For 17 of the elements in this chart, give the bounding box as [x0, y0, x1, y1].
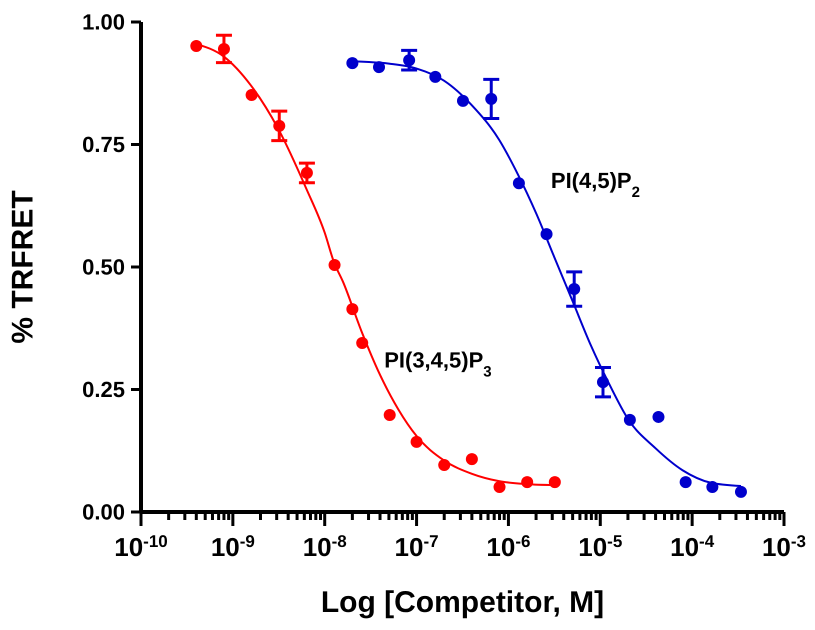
x-tick-label: 10$^{-4}$	[670, 532, 715, 562]
y-tick-label: 0.50	[82, 254, 125, 280]
x-tick-label: 10$^{-10}$	[114, 532, 168, 562]
series-label: PI(3,4,5)P$_{3}$	[384, 348, 492, 380]
series-label: PI(4,5)P$_{2}$	[550, 168, 640, 200]
x-tick-label: 10$^{-9}$	[210, 532, 255, 562]
x-tick-label: 10$^{-6}$	[486, 532, 530, 562]
x-tick-label: 10$^{-8}$	[302, 532, 347, 562]
y-tick-label: 0.75	[82, 132, 125, 158]
x-axis-title: Log [Competitor, M]	[320, 586, 604, 619]
y-axis-title: % TRFRET	[6, 190, 40, 344]
x-tick-label: 10$^{-5}$	[578, 532, 622, 562]
y-tick-label: 0.00	[82, 500, 125, 525]
y-tick-label: 0.25	[82, 377, 125, 402]
x-tick-label: 10$^{-7}$	[394, 532, 439, 562]
y-tick-label: 1.00	[82, 10, 125, 35]
x-tick-label: 10$^{-3}$	[762, 532, 806, 562]
